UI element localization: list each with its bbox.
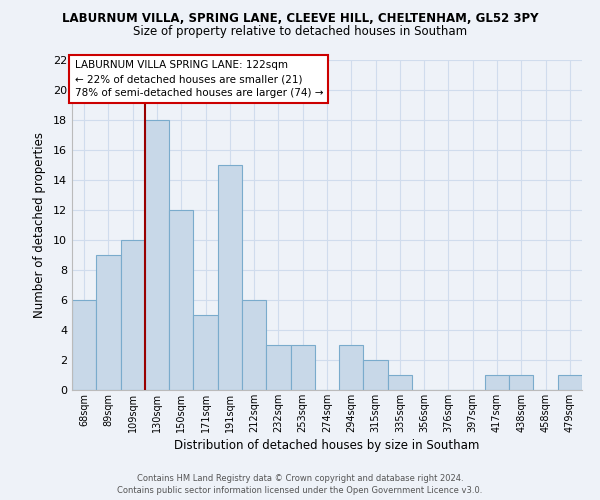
Bar — [388, 375, 412, 390]
Bar — [96, 255, 121, 390]
Y-axis label: Number of detached properties: Number of detached properties — [33, 132, 46, 318]
Text: Contains HM Land Registry data © Crown copyright and database right 2024.
Contai: Contains HM Land Registry data © Crown c… — [118, 474, 482, 495]
Bar — [242, 300, 266, 390]
X-axis label: Distribution of detached houses by size in Southam: Distribution of detached houses by size … — [175, 439, 479, 452]
Bar — [290, 345, 315, 390]
Bar — [193, 315, 218, 390]
Text: Size of property relative to detached houses in Southam: Size of property relative to detached ho… — [133, 25, 467, 38]
Bar — [72, 300, 96, 390]
Bar — [485, 375, 509, 390]
Bar — [558, 375, 582, 390]
Bar — [145, 120, 169, 390]
Bar — [364, 360, 388, 390]
Text: LABURNUM VILLA, SPRING LANE, CLEEVE HILL, CHELTENHAM, GL52 3PY: LABURNUM VILLA, SPRING LANE, CLEEVE HILL… — [62, 12, 538, 26]
Bar — [509, 375, 533, 390]
Bar — [339, 345, 364, 390]
Bar — [266, 345, 290, 390]
Bar — [121, 240, 145, 390]
Text: LABURNUM VILLA SPRING LANE: 122sqm
← 22% of detached houses are smaller (21)
78%: LABURNUM VILLA SPRING LANE: 122sqm ← 22%… — [74, 60, 323, 98]
Bar — [169, 210, 193, 390]
Bar — [218, 165, 242, 390]
